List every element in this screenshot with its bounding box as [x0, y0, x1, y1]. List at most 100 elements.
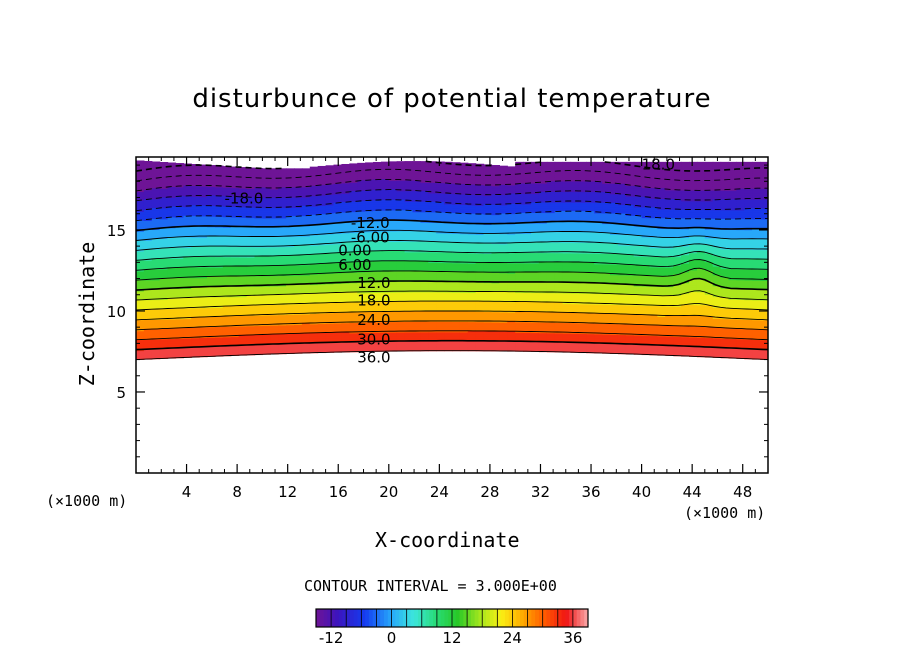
field-cell [333, 333, 342, 336]
field-cell [420, 188, 429, 192]
field-cell [151, 260, 161, 263]
field-cell [515, 168, 524, 171]
field-cell [388, 266, 398, 270]
field-cell [515, 292, 524, 295]
field-cell [459, 315, 469, 318]
field-cell [301, 192, 311, 196]
field-cell [278, 228, 287, 231]
field-cell [143, 187, 153, 191]
field-cell [167, 264, 177, 268]
field-cell [380, 245, 390, 249]
field-cell [317, 265, 327, 269]
field-cell [136, 354, 145, 358]
field-cell [207, 226, 216, 230]
field-cell [317, 184, 327, 188]
field-cell [159, 227, 169, 231]
field-cell [333, 339, 342, 343]
field-cell [246, 313, 256, 316]
field-cell [246, 294, 256, 298]
field-cell [238, 217, 248, 220]
field-cell [325, 206, 335, 210]
field-cell [215, 205, 224, 209]
field-cell [491, 328, 500, 331]
field-cell [467, 225, 477, 229]
field-cell [270, 207, 279, 211]
field-cell [230, 292, 240, 296]
field-cell [459, 246, 469, 249]
field-cell [191, 290, 200, 294]
field-cell [151, 236, 161, 239]
field-cell [199, 301, 208, 304]
field-cell [270, 240, 279, 244]
field-cell [523, 262, 532, 266]
field-cell [325, 335, 335, 339]
field-cell [491, 185, 500, 189]
field-cell [151, 163, 161, 167]
field-cell [546, 328, 556, 332]
field-cell [404, 169, 414, 173]
field-cell [191, 329, 200, 332]
field-cell [412, 287, 421, 291]
field-cell [357, 349, 366, 353]
field-cell [373, 313, 382, 317]
field-cell [365, 252, 374, 256]
field-cell [167, 166, 177, 170]
field-cell [199, 262, 208, 266]
field-cell [151, 179, 161, 182]
field-cell [278, 258, 287, 262]
field-cell [136, 315, 145, 318]
field-cell [278, 333, 287, 336]
field-cell [436, 293, 445, 297]
field-cell [143, 356, 153, 360]
field-cell [222, 222, 232, 226]
field-cell [444, 317, 453, 320]
field-cell [309, 334, 319, 337]
field-cell [159, 305, 169, 309]
field-cell [420, 346, 429, 350]
field-cell [246, 190, 256, 194]
field-cell [175, 294, 184, 298]
field-cell [452, 281, 461, 285]
field-cell [246, 200, 256, 204]
field-cell [222, 227, 232, 230]
field-cell [452, 342, 461, 345]
field-cell [467, 213, 477, 216]
field-cell [301, 315, 311, 319]
field-cell [222, 340, 232, 344]
field-cell [325, 233, 335, 237]
field-cell [365, 198, 374, 201]
field-cell [246, 232, 256, 235]
field-cell [452, 287, 461, 291]
field-cell [554, 332, 564, 336]
field-cell [546, 303, 556, 306]
field-cell [215, 176, 224, 179]
field-cell [246, 248, 256, 252]
field-cell [388, 342, 398, 346]
field-cell [207, 347, 216, 351]
field-cell [523, 269, 532, 272]
field-cell [238, 338, 248, 342]
field-cell [349, 261, 358, 265]
field-cell [325, 306, 335, 310]
field-cell [349, 303, 358, 307]
field-cell [483, 286, 493, 290]
field-cell [467, 169, 477, 173]
field-cell [136, 321, 145, 325]
field-cell [286, 250, 295, 254]
field-cell [309, 245, 319, 248]
field-cell [436, 277, 445, 280]
field-cell [254, 257, 263, 260]
field-cell [428, 325, 437, 329]
field-cell [333, 279, 342, 282]
field-cell [199, 175, 208, 178]
field-cell [475, 234, 485, 238]
field-cell [507, 336, 516, 340]
field-cell [325, 223, 335, 227]
field-cell [380, 262, 390, 266]
field-cell [349, 224, 358, 227]
field-cell [523, 326, 532, 329]
field-cell [199, 348, 208, 351]
field-cell [175, 305, 184, 309]
field-cell [570, 252, 579, 256]
field-cell [333, 175, 342, 178]
